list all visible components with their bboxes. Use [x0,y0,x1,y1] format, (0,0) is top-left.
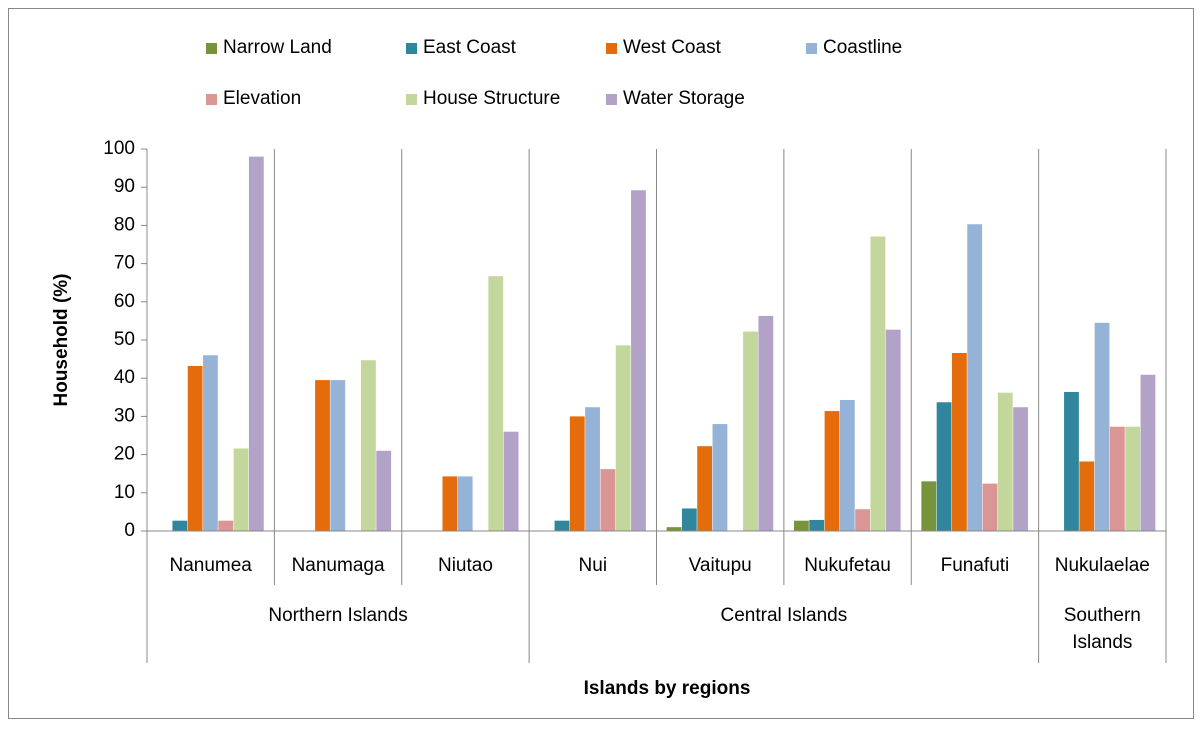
bar [681,508,697,531]
x-tick-label: Funafuti [940,555,1010,576]
legend-label: Elevation [223,88,301,109]
legend-swatch [406,43,417,54]
bar [361,360,376,531]
legend-swatch [206,43,217,54]
bar [921,481,937,531]
bar [885,329,901,531]
bar [1094,322,1110,531]
bar [951,352,967,531]
bar [666,527,682,531]
legend-swatch [406,94,417,105]
group-label: Northern Islands [268,605,408,626]
y-tick-label: 10 [114,482,135,503]
y-tick-label: 50 [114,329,135,350]
bar [376,450,392,531]
y-tick-label: 20 [114,444,135,465]
bar [218,520,234,531]
x-tick-label: Nanumaga [291,555,385,576]
x-tick-label: Niutao [437,555,493,576]
bar [585,407,600,531]
bar [248,156,264,531]
y-tick-label: 70 [114,253,135,274]
bar [488,276,504,531]
bar [697,446,713,531]
bar [794,520,809,531]
legend-swatch [206,94,217,105]
y-tick-label: 30 [114,405,135,426]
group-label: Central Islands [720,605,848,626]
bar [743,331,758,531]
y-tick-label: 80 [114,214,135,235]
legend-swatch [806,43,817,54]
legend-label: House Structure [423,88,560,109]
bar [936,402,952,531]
bar [839,399,855,531]
bar [457,476,473,531]
chart-border [8,8,1194,719]
bar [172,520,188,531]
legend-label: East Coast [423,37,517,58]
bar [330,380,346,531]
legend-label: West Coast [623,37,722,58]
y-tick-label: 60 [114,291,135,312]
bar [503,431,519,531]
bar [824,411,840,531]
legend-label: Coastline [823,37,902,58]
bar [442,476,458,531]
bar [967,224,983,531]
x-axis-title: Islands by regions [584,678,751,699]
bar [809,519,825,531]
y-tick-label: 100 [103,138,135,159]
x-tick-label: Nanumea [169,555,252,576]
bar [615,345,631,531]
bar [1064,391,1079,531]
bar [855,509,871,531]
bar [315,380,330,531]
bar [1079,461,1095,531]
group-label: Southern Islands [1063,605,1141,653]
x-tick-label: Nukulaelae [1054,555,1150,576]
legend-swatch [606,43,617,54]
legend-label: Narrow Land [223,37,332,58]
bar [1109,426,1125,531]
y-tick-label: 0 [124,520,135,541]
x-tick-label: Nui [578,555,608,576]
bar [233,448,249,531]
legend-label: Water Storage [623,88,745,109]
bar [600,469,616,531]
bar [569,416,585,531]
bar [997,392,1013,531]
bar [870,236,886,531]
bar [187,365,203,531]
bar [758,315,774,531]
bar [712,424,728,531]
bar [982,483,998,531]
y-axis-title: Household (%) [51,274,72,407]
legend-swatch [606,94,617,105]
bar [631,190,646,532]
bar [203,355,218,531]
y-tick-label: 40 [114,367,135,388]
x-tick-label: Nukufetau [804,555,891,576]
bar [554,520,570,531]
bar [1013,407,1028,531]
bar [1125,426,1141,531]
bar [1140,374,1156,531]
y-tick-label: 90 [114,176,135,197]
x-tick-label: Vaitupu [688,555,752,576]
